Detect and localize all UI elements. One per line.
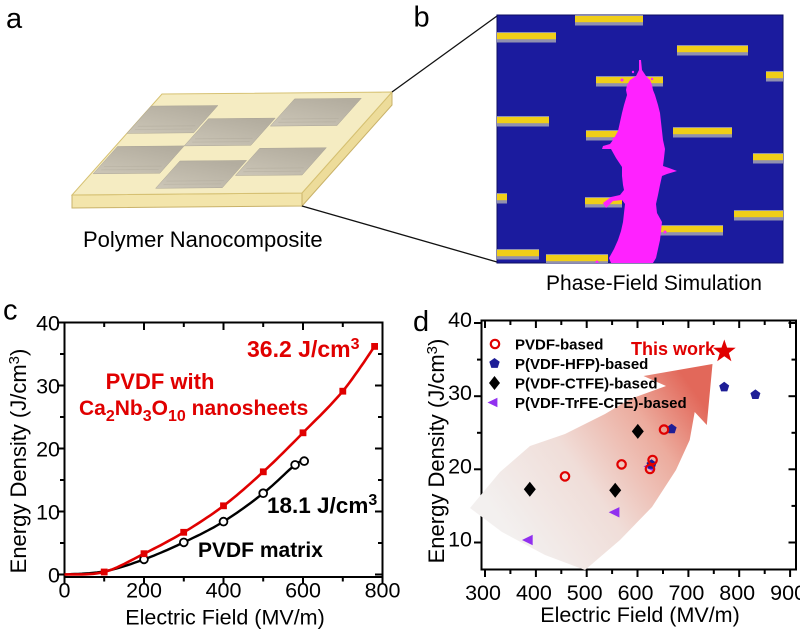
svg-text:30: 30 — [448, 381, 472, 405]
svg-text:PVDF with: PVDF with — [106, 369, 215, 394]
svg-text:10: 10 — [448, 528, 472, 552]
svg-text:30: 30 — [36, 375, 60, 399]
svg-text:40: 40 — [36, 312, 60, 336]
svg-text:P(VDF-HFP)-based: P(VDF-HFP)-based — [515, 356, 648, 373]
svg-text:700: 700 — [668, 581, 704, 605]
svg-text:400: 400 — [516, 581, 552, 605]
svg-text:20: 20 — [448, 454, 472, 478]
svg-text:P(VDF-CTFE)-based: P(VDF-CTFE)-based — [515, 376, 658, 393]
svg-text:600: 600 — [285, 579, 321, 603]
svg-text:18.1 J/cm3: 18.1 J/cm3 — [267, 492, 377, 518]
svg-text:500: 500 — [567, 581, 603, 605]
svg-text:Electric Field (MV/m): Electric Field (MV/m) — [125, 606, 324, 630]
svg-text:20: 20 — [36, 438, 60, 462]
svg-text:c: c — [3, 295, 18, 327]
svg-text:Electric Field (MV/m): Electric Field (MV/m) — [540, 603, 739, 627]
svg-text:Energy Density (J/cm3): Energy Density (J/cm3) — [424, 339, 449, 564]
svg-text:P(VDF-TrFE-CFE)-based: P(VDF-TrFE-CFE)-based — [515, 395, 687, 412]
svg-text:0: 0 — [59, 579, 71, 603]
svg-text:36.2 J/cm3: 36.2 J/cm3 — [247, 336, 360, 362]
svg-text:a: a — [6, 3, 23, 35]
svg-text:300: 300 — [465, 581, 501, 605]
svg-text:Energy Density (J/cm3): Energy Density (J/cm3) — [6, 349, 31, 574]
svg-text:d: d — [413, 306, 429, 338]
svg-text:b: b — [414, 2, 430, 34]
svg-text:Polymer Nanocomposite: Polymer Nanocomposite — [83, 227, 323, 252]
svg-text:400: 400 — [206, 579, 242, 603]
svg-text:200: 200 — [126, 579, 162, 603]
svg-text:800: 800 — [365, 579, 401, 603]
svg-text:Phase-Field Simulation: Phase-Field Simulation — [546, 272, 762, 295]
svg-text:0: 0 — [48, 564, 60, 588]
svg-text:800: 800 — [719, 581, 755, 605]
svg-text:This work: This work — [631, 339, 716, 359]
svg-text:10: 10 — [36, 501, 60, 525]
svg-text:600: 600 — [618, 581, 654, 605]
svg-text:40: 40 — [448, 308, 472, 332]
svg-text:PVDF matrix: PVDF matrix — [198, 539, 323, 562]
svg-text:PVDF-based: PVDF-based — [515, 337, 603, 354]
svg-text:900: 900 — [770, 581, 800, 605]
